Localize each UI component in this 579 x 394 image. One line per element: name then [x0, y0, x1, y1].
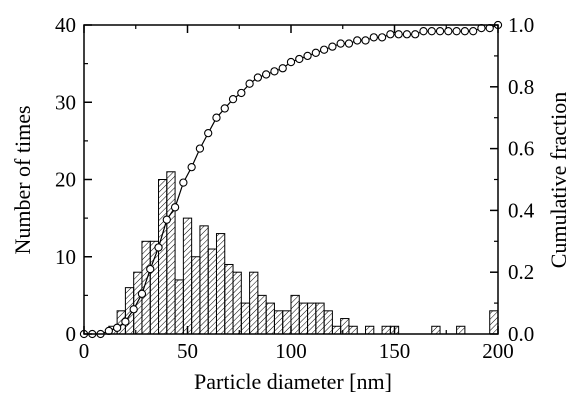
x-tick-label: 100	[275, 339, 307, 363]
cumulative-point	[419, 27, 428, 36]
cumulative-point	[353, 36, 362, 45]
histogram-bar	[249, 271, 259, 335]
cumulative-point	[386, 30, 395, 39]
cumulative-point	[469, 27, 478, 36]
cumulative-point	[444, 27, 453, 36]
y-left-tick-label: 10	[55, 245, 76, 269]
histogram-bar	[273, 310, 284, 335]
histogram-bar	[257, 294, 267, 335]
histogram-bar	[215, 233, 226, 335]
cumulative-point	[146, 264, 155, 274]
histogram-bar	[323, 310, 333, 335]
cumulative-point	[394, 30, 403, 39]
cumulative-point	[303, 51, 312, 61]
cumulative-point	[427, 27, 436, 36]
cumulative-point	[361, 36, 370, 45]
histogram-bars	[108, 171, 499, 335]
histogram-bar	[298, 302, 309, 335]
cumulative-point	[187, 162, 196, 172]
cumulative-point	[121, 317, 130, 326]
histogram-bar	[191, 256, 201, 335]
histogram-bar	[381, 325, 391, 335]
cumulative-point	[286, 57, 296, 67]
cumulative-point	[154, 243, 163, 252]
cumulative-point	[278, 64, 287, 73]
cumulative-point	[253, 73, 263, 82]
cumulative-point	[369, 33, 378, 42]
histogram-bar	[307, 302, 317, 335]
cumulative-point	[377, 33, 387, 42]
x-tick-label: 200	[482, 339, 514, 363]
histogram-bar	[331, 325, 342, 335]
histogram-bar	[431, 325, 441, 335]
cumulative-point	[137, 289, 147, 298]
cumulative-point	[170, 203, 180, 212]
histogram-bar	[224, 263, 234, 335]
histogram-bar	[182, 217, 193, 335]
histogram-bar	[348, 325, 358, 335]
histogram-bar	[174, 279, 184, 335]
histogram-bar	[315, 302, 325, 335]
cumulative-point	[270, 67, 279, 76]
cumulative-point	[452, 27, 461, 36]
histogram-bar	[133, 271, 143, 335]
cumulative-line	[79, 20, 503, 339]
cumulative-point	[162, 215, 171, 224]
histogram-bar	[290, 294, 300, 335]
y-right-tick-label: 1.0	[508, 13, 534, 37]
histogram-bar	[149, 240, 160, 335]
histogram-bar	[207, 248, 217, 335]
y-right-tick-label: 0.8	[508, 75, 534, 99]
y-left-tick-label: 30	[55, 90, 76, 114]
cumulative-point	[435, 27, 445, 36]
cumulative-point	[195, 144, 205, 153]
histogram-bar	[340, 318, 350, 335]
axes: 0 50 100 150 200 0 10 20 30 40 0.0 0.2 0.4 0.6 0.8 1.0	[55, 13, 535, 363]
cumulative-point	[328, 42, 337, 51]
histogram-bar	[141, 240, 151, 335]
y-left-tick-label: 40	[55, 13, 76, 37]
cumulative-point	[460, 27, 470, 36]
x-axis-label: Particle diameter [nm]	[194, 369, 392, 394]
cumulative-point	[212, 113, 221, 122]
histogram-bar	[282, 310, 292, 335]
x-tick-label: 0	[79, 339, 90, 363]
x-tick-label: 50	[177, 339, 198, 363]
cumulative-point	[112, 323, 122, 332]
y-axis-label-right: Cumulative fraction	[546, 92, 571, 269]
histogram-bar	[365, 325, 375, 335]
y-left-tick-label: 0	[66, 322, 77, 346]
cumulative-point	[204, 128, 213, 138]
histogram-bar	[456, 325, 466, 335]
cumulative-point	[245, 79, 254, 88]
histogram-bar	[232, 271, 242, 335]
histogram-bar	[265, 302, 275, 335]
histogram-bar	[489, 310, 499, 335]
cumulative-point	[220, 104, 229, 113]
cumulative-point	[411, 30, 420, 39]
cumulative-point	[237, 88, 246, 98]
cumulative-point	[336, 39, 345, 48]
histogram-bar	[158, 179, 168, 335]
y-right-tick-label: 0.0	[508, 322, 534, 346]
cumulative-point	[311, 48, 320, 57]
x-tick-label: 150	[379, 339, 411, 363]
y-right-tick-label: 0.6	[508, 137, 534, 161]
histogram-bar	[199, 225, 209, 335]
y-right-tick-label: 0.4	[508, 198, 535, 222]
cumulative-point	[295, 54, 304, 64]
histogram-bar	[240, 302, 251, 335]
cumulative-point	[344, 39, 354, 48]
histogram-bar	[166, 171, 176, 335]
y-axis-label-left: Number of times	[10, 105, 35, 254]
cumulative-point	[129, 305, 138, 314]
cumulative-point	[228, 95, 238, 104]
y-left-tick-label: 20	[55, 168, 76, 192]
cumulative-point	[179, 178, 188, 187]
cumulative-point	[262, 70, 271, 79]
cumulative-point	[402, 30, 412, 39]
y-right-tick-label: 0.2	[508, 260, 534, 284]
cumulative-point	[319, 45, 329, 54]
